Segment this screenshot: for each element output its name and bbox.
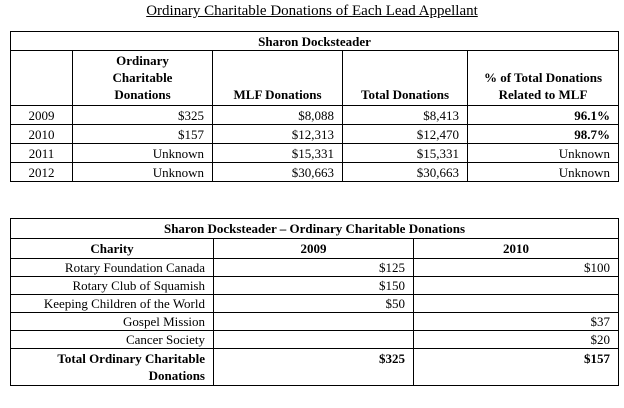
total-2010-cell: $157 xyxy=(412,348,620,386)
total-donations-cell: $15,331 xyxy=(342,143,468,163)
table2-total-row: Total Ordinary Charitable Donations $325… xyxy=(10,348,620,386)
table1-row-2011: 2011 Unknown $15,331 $15,331 Unknown xyxy=(10,143,620,163)
donation-2009-cell xyxy=(213,312,414,331)
pct-mlf-cell: 96.1% xyxy=(466,105,620,125)
donation-2010-cell: $37 xyxy=(412,312,620,331)
table1-header-mlf: MLF Donations xyxy=(212,50,343,106)
table1-header-row: Ordinary Charitable Donations MLF Donati… xyxy=(10,50,620,106)
table1-header-pct: % of Total Donations Related to MLF xyxy=(466,50,620,106)
donation-2009-cell xyxy=(213,330,414,349)
year-cell: 2009 xyxy=(10,105,73,125)
charity-row: Rotary Foundation Canada $125 $100 xyxy=(10,258,620,277)
charity-row: Rotary Club of Squamish $150 xyxy=(10,276,620,295)
donation-2010-cell xyxy=(412,294,620,313)
donation-2010-cell: $20 xyxy=(412,330,620,349)
donation-2009-cell: $50 xyxy=(213,294,414,313)
pct-mlf-cell: 98.7% xyxy=(466,124,620,144)
year-cell: 2010 xyxy=(10,124,73,144)
table2-header-2010: 2010 xyxy=(412,238,620,259)
year-cell: 2011 xyxy=(10,143,73,163)
ordinary-donations-cell: $157 xyxy=(72,124,213,144)
ordinary-donations-cell: $325 xyxy=(72,105,213,125)
ordinary-donations-cell: Unknown xyxy=(72,162,213,182)
table1-header-year xyxy=(10,50,73,106)
mlf-donations-cell: $15,331 xyxy=(212,143,343,163)
table1-header-ordinary: Ordinary Charitable Donations xyxy=(72,50,213,106)
table1-title: Sharon Docksteader xyxy=(9,31,620,51)
donation-2009-cell: $125 xyxy=(213,258,414,277)
charity-name-cell: Gospel Mission xyxy=(10,312,214,331)
table2-title-row: Sharon Docksteader – Ordinary Charitable… xyxy=(9,218,620,239)
donation-2009-cell: $150 xyxy=(213,276,414,295)
total-2009-cell: $325 xyxy=(213,348,414,386)
charity-row: Cancer Society $20 xyxy=(10,330,620,349)
mlf-donations-cell: $8,088 xyxy=(212,105,343,125)
donation-2010-cell: $100 xyxy=(412,258,620,277)
donations-summary-table: Sharon Docksteader Ordinary Charitable D… xyxy=(9,31,620,182)
charity-name-cell: Rotary Foundation Canada xyxy=(10,258,214,277)
table1-row-2012: 2012 Unknown $30,663 $30,663 Unknown xyxy=(10,162,620,182)
table1-title-row: Sharon Docksteader xyxy=(9,31,620,51)
charity-row: Gospel Mission $37 xyxy=(10,312,620,331)
mlf-donations-cell: $30,663 xyxy=(212,162,343,182)
document-title: Ordinary Charitable Donations of Each Le… xyxy=(146,3,478,19)
total-donations-cell: $30,663 xyxy=(342,162,468,182)
table2-header-2009: 2009 xyxy=(213,238,414,259)
charity-row: Keeping Children of the World $50 xyxy=(10,294,620,313)
table2-title: Sharon Docksteader – Ordinary Charitable… xyxy=(9,218,620,239)
table2-header-charity: Charity xyxy=(10,238,214,259)
total-label-cell: Total Ordinary Charitable Donations xyxy=(10,348,214,386)
donation-2010-cell xyxy=(412,276,620,295)
pct-mlf-cell: Unknown xyxy=(466,143,620,163)
charity-name-cell: Cancer Society xyxy=(10,330,214,349)
total-donations-cell: $12,470 xyxy=(342,124,468,144)
charity-name-cell: Rotary Club of Squamish xyxy=(10,276,214,295)
table1-row-2009: 2009 $325 $8,088 $8,413 96.1% xyxy=(10,105,620,125)
table1-row-2010: 2010 $157 $12,313 $12,470 98.7% xyxy=(10,124,620,144)
total-donations-cell: $8,413 xyxy=(342,105,468,125)
charity-name-cell: Keeping Children of the World xyxy=(10,294,214,313)
charity-detail-table: Sharon Docksteader – Ordinary Charitable… xyxy=(9,218,620,386)
table1-header-total: Total Donations xyxy=(342,50,468,106)
year-cell: 2012 xyxy=(10,162,73,182)
table2-header-row: Charity 2009 2010 xyxy=(10,238,620,259)
ordinary-donations-cell: Unknown xyxy=(72,143,213,163)
mlf-donations-cell: $12,313 xyxy=(212,124,343,144)
pct-mlf-cell: Unknown xyxy=(466,162,620,182)
